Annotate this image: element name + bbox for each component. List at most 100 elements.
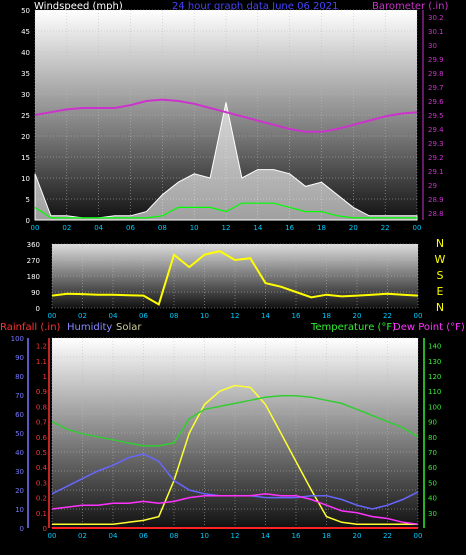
rain-axis-label: 0.4 xyxy=(36,464,48,472)
rain-axis-label: 0.3 xyxy=(36,479,47,487)
temperature-axis-label: 30 xyxy=(428,510,437,518)
wind-axis-label: 50 xyxy=(21,7,30,15)
time-tick-label: 00 xyxy=(48,532,57,540)
time-tick-label: 02 xyxy=(78,532,87,540)
humidity-axis-label: 20 xyxy=(15,487,24,495)
barometer-axis-label: 30.1 xyxy=(428,28,444,36)
rain-axis-label: 0.9 xyxy=(36,388,47,396)
compass-label: S xyxy=(437,269,444,282)
wind-direction-line xyxy=(51,250,419,306)
barometer-title: Barometer (.in) xyxy=(372,1,448,12)
wind-axis-label: 30 xyxy=(21,91,30,99)
time-tick-label: 18 xyxy=(317,224,326,232)
legend-temperature: Temperature (°F) xyxy=(310,322,396,333)
barometer-axis-label: 29 xyxy=(428,182,437,190)
humidity-axis-label: 30 xyxy=(15,468,24,476)
barometer-axis-label: 29.3 xyxy=(428,140,444,148)
temperature-axis-label: 90 xyxy=(428,419,437,427)
wind-chart: 00 02 04 06 08 10 12 14 16 18 20 22 0005101520253035… xyxy=(21,7,444,232)
direction-axis-label: 0 xyxy=(36,305,40,313)
barometer-axis-label: 29.7 xyxy=(428,84,444,92)
rain-axis-label: 0.6 xyxy=(36,434,48,442)
time-tick-label: 10 xyxy=(190,224,199,232)
time-tick-label: 12 xyxy=(222,224,231,232)
time-tick-label: 04 xyxy=(109,312,118,320)
time-tick-label: 16 xyxy=(285,224,294,232)
legend-dewpoint: Dew Point (°F) xyxy=(393,322,465,333)
time-tick-label: 20 xyxy=(349,224,358,232)
temperature-axis-label: 60 xyxy=(428,464,437,472)
time-tick-label: 02 xyxy=(62,224,71,232)
compass-label: N xyxy=(436,237,444,250)
windspeed-title: Windspeed (mph) xyxy=(34,1,123,12)
temperature-axis-label: 130 xyxy=(428,358,441,366)
barometer-axis-label: 29.9 xyxy=(428,56,444,64)
time-tick-label: 00 xyxy=(31,224,40,232)
time-tick-label: 00 xyxy=(413,224,422,232)
time-tick-label: 14 xyxy=(261,532,270,540)
wind-axis-label: 40 xyxy=(21,49,30,57)
barometer-axis-label: 30 xyxy=(428,42,437,50)
time-tick-label: 10 xyxy=(200,532,209,540)
time-tick-label: 04 xyxy=(109,532,118,540)
temperature-axis-label: 110 xyxy=(428,388,441,396)
rain-axis-label: 0.5 xyxy=(36,449,47,457)
barometer-axis-label: 29.6 xyxy=(428,98,444,106)
time-tick-label: 08 xyxy=(158,224,167,232)
legend-solar: Solar xyxy=(116,322,142,333)
temperature-chart: 00 02 04 06 08 10 12 14 16 18 20 22 0001020304050607… xyxy=(11,335,442,540)
average-wind-line xyxy=(34,202,417,219)
time-tick-label: 14 xyxy=(261,312,270,320)
barometer-axis-label: 30.2 xyxy=(428,14,444,22)
wind-axis-label: 5 xyxy=(26,196,30,204)
humidity-axis-label: 10 xyxy=(15,506,24,514)
direction-axis-label: 360 xyxy=(27,241,40,249)
temperature-axis-label: 120 xyxy=(428,373,441,381)
humidity-axis-label: 90 xyxy=(15,354,24,362)
rain-axis-label: 0.2 xyxy=(36,495,47,503)
time-tick-label: 00 xyxy=(414,532,423,540)
time-tick-label: 18 xyxy=(322,532,331,540)
date-title: 24 hour graph data June 06 2021 xyxy=(172,1,338,12)
barometer-axis-label: 29.5 xyxy=(428,112,444,120)
legend-humidity: Humidity xyxy=(67,322,112,333)
wind-axis-label: 45 xyxy=(21,28,30,36)
time-tick-label: 00 xyxy=(48,312,57,320)
time-tick-label: 02 xyxy=(78,312,87,320)
time-tick-label: 22 xyxy=(383,532,392,540)
rain-axis-label: 0.1 xyxy=(36,510,47,518)
humidity-axis-label: 80 xyxy=(15,373,24,381)
time-tick-label: 22 xyxy=(383,312,392,320)
compass-label: W xyxy=(435,253,446,266)
temperature-axis-label: 140 xyxy=(428,343,441,351)
barometer-axis-label: 29.2 xyxy=(428,154,444,162)
time-tick-label: 06 xyxy=(126,224,135,232)
direction-axis-label: 90 xyxy=(31,289,40,297)
barometer-axis-label: 29.8 xyxy=(428,70,444,78)
solar-line xyxy=(52,384,418,525)
temperature-axis-label: 70 xyxy=(428,449,437,457)
humidity-axis-label: 70 xyxy=(15,392,24,400)
legend-rainfall: Rainfall (.in) xyxy=(0,322,61,333)
wind-axis-label: 20 xyxy=(21,133,30,141)
time-tick-label: 16 xyxy=(292,312,301,320)
compass-label: N xyxy=(436,301,444,314)
wind-axis-label: 0 xyxy=(26,217,30,225)
barometer-axis-label: 28.9 xyxy=(428,196,444,204)
barometer-axis-label: 29.4 xyxy=(428,126,444,134)
humidity-axis-label: 60 xyxy=(15,411,24,419)
wind-axis-label: 15 xyxy=(21,154,30,162)
compass-label: E xyxy=(437,285,444,298)
time-tick-label: 06 xyxy=(139,312,148,320)
rain-axis-label: 0.7 xyxy=(36,419,47,427)
wind-axis-label: 10 xyxy=(21,175,30,183)
time-tick-label: 14 xyxy=(253,224,262,232)
time-tick-label: 20 xyxy=(353,532,362,540)
direction-axis-label: 270 xyxy=(27,257,40,265)
rain-axis-label: 0.8 xyxy=(36,403,47,411)
time-tick-label: 06 xyxy=(139,532,148,540)
temperature-axis-label: 40 xyxy=(428,495,437,503)
time-tick-label: 10 xyxy=(200,312,209,320)
